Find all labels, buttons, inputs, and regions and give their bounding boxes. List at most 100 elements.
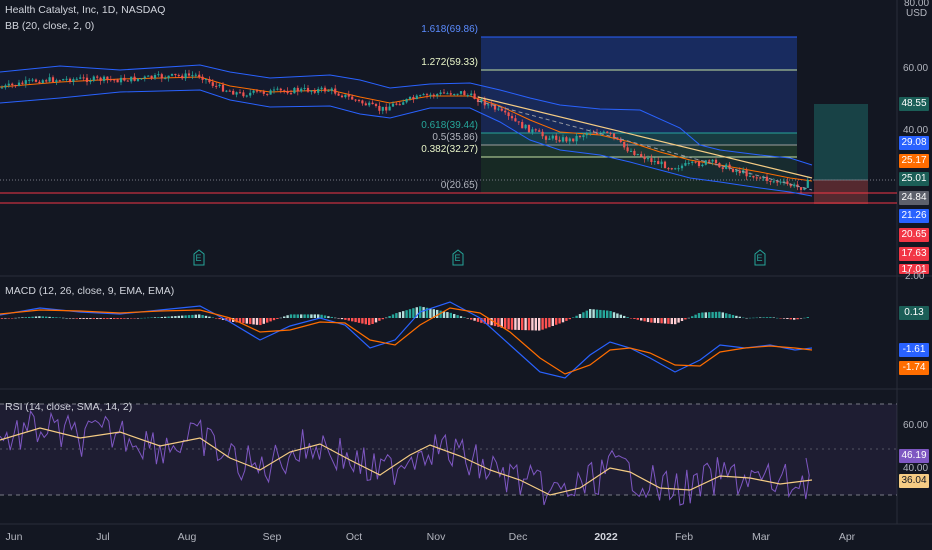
candle-body[interactable] [351,96,354,100]
candle-body[interactable] [330,88,333,91]
candle-body[interactable] [371,102,374,105]
candle-body[interactable] [221,84,225,92]
candle-body[interactable] [249,92,252,96]
earnings-marker-3-icon[interactable] [754,249,766,266]
candle-body[interactable] [45,80,48,82]
candle-body[interactable] [79,77,82,79]
candle-body[interactable] [232,90,235,95]
candle-body[interactable] [786,181,789,185]
candle-body[interactable] [113,79,116,81]
candle-body[interactable] [456,93,459,95]
candle-body[interactable] [191,75,194,77]
candle-body[interactable] [323,87,327,92]
candle-body[interactable] [160,74,163,79]
candle-body[interactable] [680,165,684,169]
candle-body[interactable] [646,158,650,160]
candle-body[interactable] [198,74,201,77]
symbol-legend[interactable]: Health Catalyst, Inc, 1D, NASDAQ [5,4,166,16]
candle-body[interactable] [626,147,629,152]
candle-body[interactable] [300,88,303,92]
candle-body[interactable] [174,73,177,76]
candle-body[interactable] [803,187,806,190]
candle-body[interactable] [439,92,442,95]
candle-body[interactable] [572,138,575,142]
candle-body[interactable] [140,78,143,80]
candle-body[interactable] [623,141,626,148]
candle-body[interactable] [500,108,503,111]
candle-body[interactable] [721,167,724,169]
candle-body[interactable] [629,150,633,152]
candle-body[interactable] [55,80,58,82]
candle-body[interactable] [640,154,643,157]
candle-body[interactable] [752,175,755,178]
candle-body[interactable] [337,93,340,96]
candle-body[interactable] [238,92,242,94]
candle-body[interactable] [663,161,667,169]
candle-body[interactable] [286,91,289,94]
candle-body[interactable] [612,133,616,138]
candle-body[interactable] [789,184,792,187]
candle-body[interactable] [772,181,775,183]
candle-body[interactable] [728,164,731,169]
trend-lines[interactable] [477,96,813,191]
candle-body[interactable] [38,81,41,84]
candle-body[interactable] [412,97,415,100]
candle-body[interactable] [616,137,619,140]
candle-body[interactable] [619,139,622,142]
candle-body[interactable] [776,181,779,183]
candle-body[interactable] [75,78,78,80]
candle-body[interactable] [480,99,483,102]
candle-body[interactable] [718,163,721,168]
candle-body[interactable] [167,75,170,79]
candle-body[interactable] [538,130,541,132]
candle-body[interactable] [497,108,500,110]
candle-body[interactable] [606,131,609,133]
earnings-marker-2-icon[interactable] [452,249,464,266]
candle-body[interactable] [799,187,803,190]
candle-body[interactable] [147,75,150,77]
candle-body[interactable] [119,77,123,83]
candle-body[interactable] [731,168,735,172]
candle-body[interactable] [133,76,136,81]
candle-body[interactable] [711,159,714,162]
candle-body[interactable] [0,87,4,89]
candle-body[interactable] [755,177,758,179]
candle-body[interactable] [68,78,72,82]
macd-indicator[interactable] [0,301,813,379]
candle-body[interactable] [293,87,296,94]
candle-body[interactable] [670,168,673,170]
candle-body[interactable] [633,150,636,155]
candle-body[interactable] [687,162,690,164]
candle-body[interactable] [272,89,276,91]
candle-body[interactable] [89,80,92,82]
candle-body[interactable] [748,175,752,177]
candle-body[interactable] [782,181,786,183]
rsi-legend[interactable]: RSI (14, close, SMA, 14, 2) [5,401,133,413]
candle-body[interactable] [602,131,605,133]
candle-body[interactable] [415,95,418,100]
candle-body[interactable] [470,93,473,96]
candle-body[interactable] [123,77,126,81]
candle-body[interactable] [385,106,388,111]
candle-body[interactable] [510,116,514,119]
candle-body[interactable] [34,79,38,82]
candle-body[interactable] [96,76,99,78]
candle-body[interactable] [589,132,592,134]
candle-body[interactable] [446,93,449,95]
candle-body[interactable] [425,94,429,96]
candle-body[interactable] [296,87,299,92]
candle-body[interactable] [381,106,384,111]
candle-body[interactable] [235,92,238,95]
rsi-indicator[interactable] [0,409,813,506]
candle-body[interactable] [735,170,738,172]
candle-body[interactable] [225,90,228,92]
candle-body[interactable] [303,87,306,89]
candle-body[interactable] [483,99,486,106]
candle-body[interactable] [466,95,469,97]
bb-lower-line[interactable] [0,89,813,197]
currency-label[interactable]: USD [906,8,928,19]
candle-body[interactable] [184,73,187,79]
candle-body[interactable] [283,90,286,92]
candle-body[interactable] [7,83,10,86]
candle-body[interactable] [347,94,350,97]
